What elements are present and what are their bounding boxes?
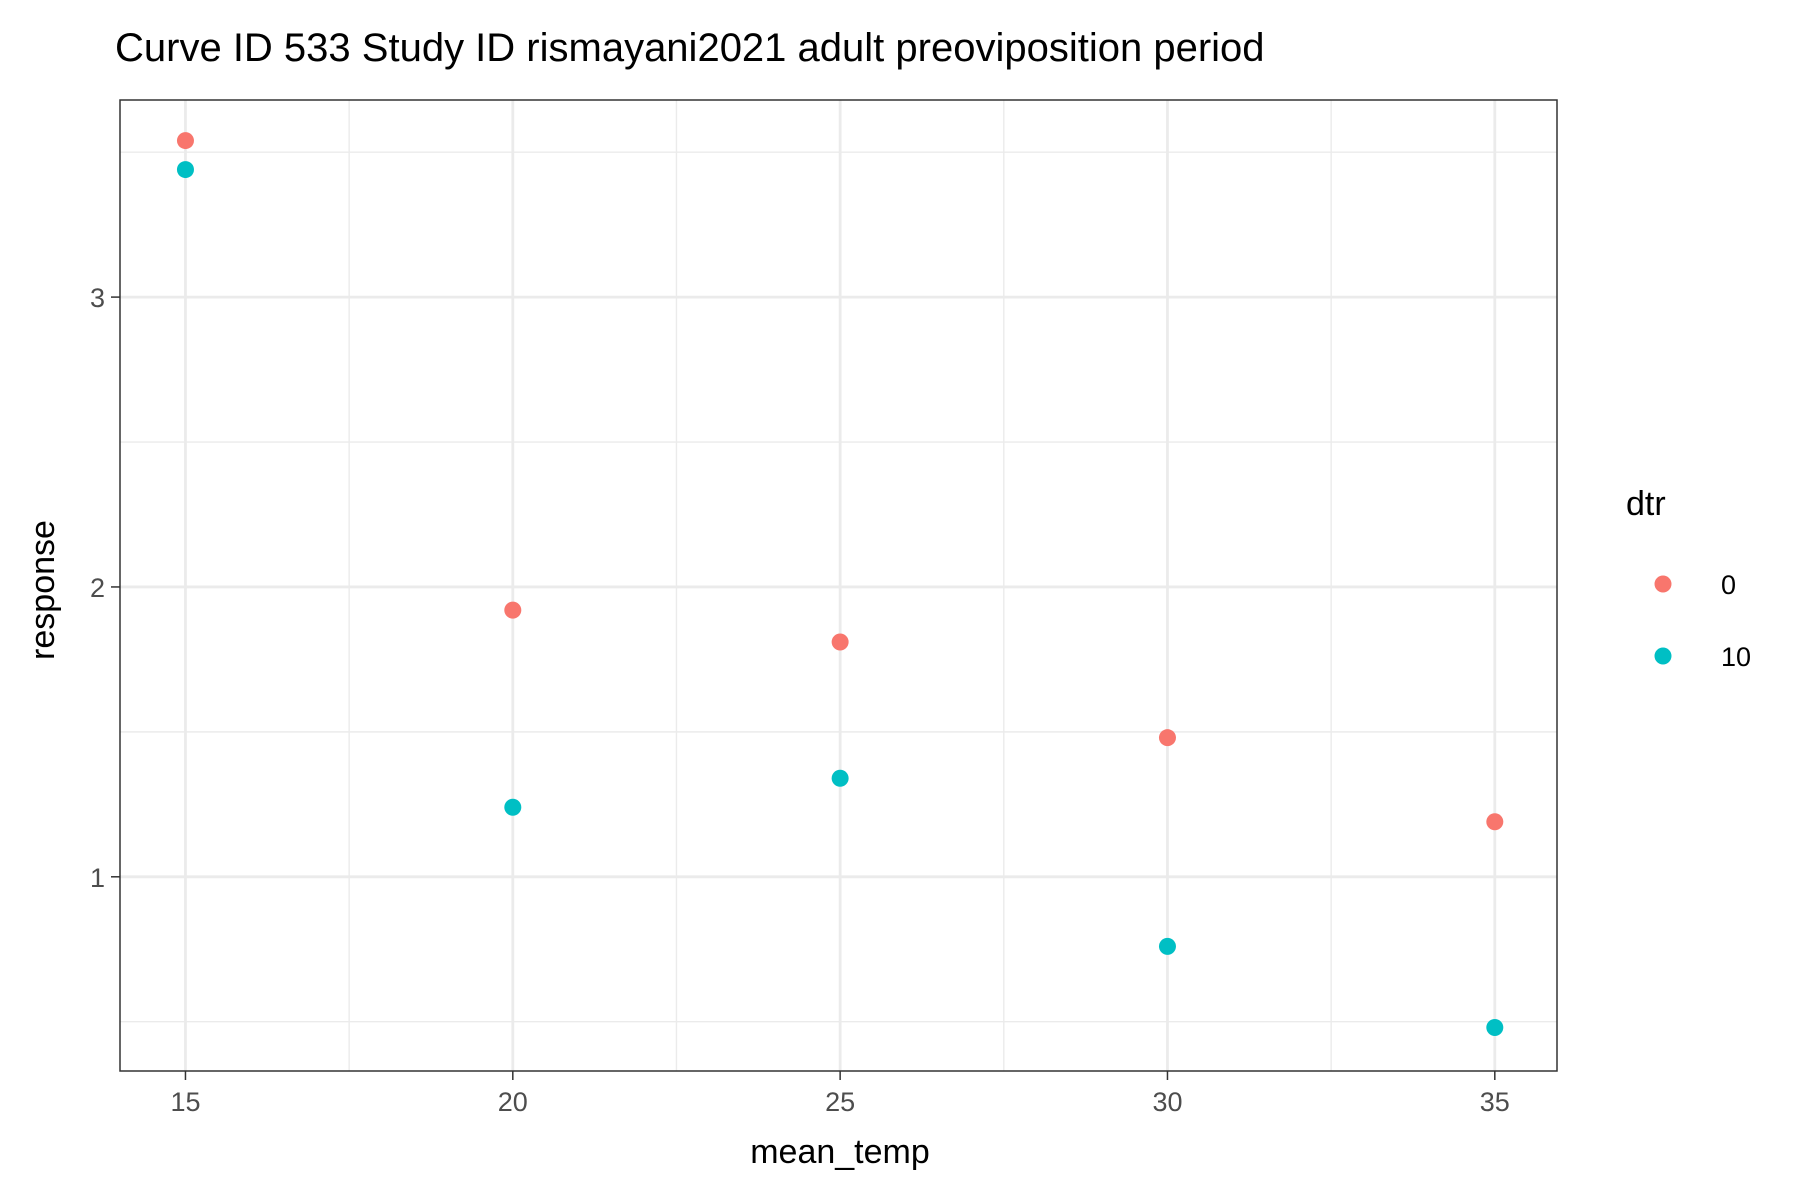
x-axis-title: mean_temp — [750, 1133, 930, 1171]
legend-title: dtr — [1626, 485, 1666, 523]
x-tick-label: 35 — [1480, 1087, 1510, 1117]
legend: dtr 0 10 — [1626, 485, 1751, 672]
x-tick-label: 15 — [170, 1087, 200, 1117]
grid-lines — [120, 100, 1557, 1071]
legend-label-dtr-0: 0 — [1721, 570, 1736, 600]
y-tick-label: 3 — [90, 283, 105, 313]
data-point-dtr-0 — [1158, 729, 1176, 747]
plot-panel-border — [119, 99, 1558, 1072]
y-axis-title: response — [24, 520, 62, 660]
legend-key-dtr-0 — [1654, 575, 1672, 593]
data-point-dtr-10 — [504, 798, 522, 816]
data-point-dtr-10 — [831, 769, 849, 787]
data-point-dtr-0 — [831, 633, 849, 651]
data-point-dtr-10 — [176, 161, 194, 179]
legend-key-dtr-10 — [1654, 647, 1672, 665]
data-points — [176, 132, 1504, 1037]
axes: 15 20 25 30 35 1 2 3 — [90, 283, 1510, 1117]
data-point-dtr-10 — [1486, 1019, 1504, 1037]
data-point-dtr-0 — [176, 132, 194, 150]
data-point-dtr-10 — [1158, 937, 1176, 955]
legend-label-dtr-10: 10 — [1721, 642, 1751, 672]
chart-title: Curve ID 533 Study ID rismayani2021 adul… — [115, 26, 1265, 70]
data-point-dtr-0 — [504, 601, 522, 619]
data-point-dtr-0 — [1486, 813, 1504, 831]
x-tick-label: 25 — [825, 1087, 855, 1117]
y-tick-label: 2 — [90, 573, 105, 603]
x-tick-label: 30 — [1152, 1087, 1182, 1117]
y-tick-label: 1 — [90, 863, 105, 893]
x-tick-label: 20 — [498, 1087, 528, 1117]
